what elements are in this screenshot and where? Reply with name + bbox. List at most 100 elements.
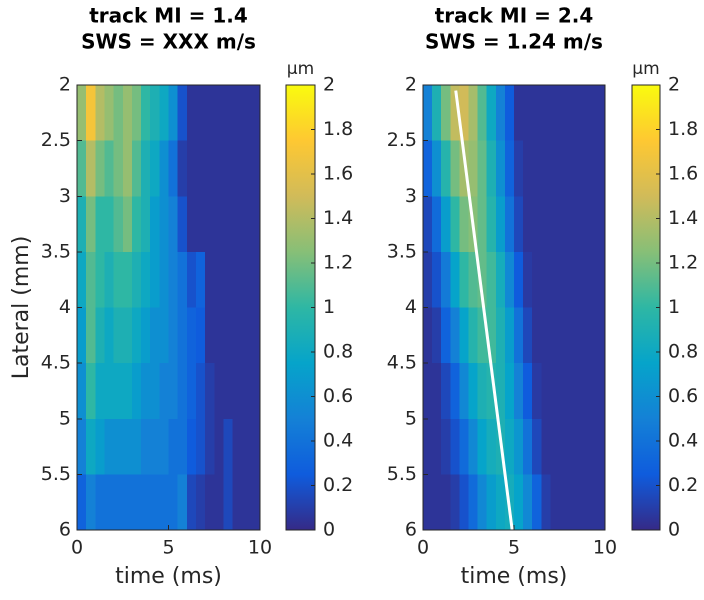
chart-title: track MI = 1.4 <box>89 4 248 28</box>
colorbar-tick-label: 1.8 <box>323 118 353 140</box>
heatmap-cell <box>195 140 206 197</box>
heatmap-cell <box>214 196 224 253</box>
heatmap-cell <box>104 474 115 531</box>
heatmap-cell <box>205 474 215 531</box>
heatmap-cell <box>186 307 197 364</box>
heatmap-cell <box>450 85 460 142</box>
colorbar-tick-label: 1 <box>668 296 680 318</box>
heatmap-cell <box>131 85 142 142</box>
heatmap-cell <box>595 140 606 197</box>
heatmap-cell <box>468 474 479 531</box>
heatmap-cell <box>595 363 606 420</box>
colorbar-tick-label: 1.4 <box>668 207 698 229</box>
heatmap-cell <box>514 251 524 308</box>
heatmap-cell <box>95 307 105 364</box>
heatmap-cell <box>104 196 115 253</box>
colorbar-tick-label: 0.8 <box>323 341 353 363</box>
heatmap-cell <box>150 418 160 475</box>
y-tick-label: 3.5 <box>41 240 71 262</box>
heatmap-cell <box>495 140 506 197</box>
heatmap-cell <box>459 474 469 531</box>
heatmap-cell <box>113 363 124 420</box>
heatmap-cell <box>459 85 469 142</box>
heatmap-cell <box>250 474 261 531</box>
heatmap-cell <box>86 140 96 197</box>
heatmap-cell <box>495 196 506 253</box>
heatmap-cell <box>423 85 433 142</box>
heatmap-cell <box>195 418 206 475</box>
heatmap-cell <box>186 251 197 308</box>
colorbar-tick-label: 1.6 <box>668 163 698 185</box>
heatmap-cell <box>495 307 506 364</box>
heatmap-cell <box>177 85 188 142</box>
heatmap-cell <box>532 474 542 531</box>
y-tick-label: 3 <box>405 185 417 207</box>
heatmap-cell <box>86 251 96 308</box>
heatmap-cell <box>486 474 497 531</box>
heatmap-cell <box>250 196 261 253</box>
heatmap-cell <box>532 85 542 142</box>
heatmap-cell <box>122 363 133 420</box>
heatmap-cell <box>104 307 115 364</box>
heatmap-cell <box>159 251 169 308</box>
heatmap-cell <box>541 251 551 308</box>
y-tick-label: 2.5 <box>41 129 71 151</box>
heatmap-cell <box>523 85 533 142</box>
heatmap-cell <box>141 418 151 475</box>
colorbar-tick-label: 1 <box>323 296 335 318</box>
heatmap-cell <box>168 251 179 308</box>
heatmap-cell <box>432 196 442 253</box>
heatmap-cell <box>514 474 524 531</box>
heatmap-cell <box>205 418 215 475</box>
heatmap-cell <box>586 474 597 531</box>
heatmap-cell <box>514 140 524 197</box>
heatmap-cell <box>568 85 579 142</box>
heatmap-cell <box>595 474 606 531</box>
heatmap-cell <box>141 85 151 142</box>
heatmap-cell <box>95 251 105 308</box>
heatmap-cell <box>486 307 497 364</box>
heatmap-cell <box>504 307 515 364</box>
heatmap-cell <box>205 196 215 253</box>
heatmap-cell <box>150 307 160 364</box>
heatmap-cell <box>141 474 151 531</box>
heatmap-cell <box>577 196 588 253</box>
heatmap-cell <box>568 418 579 475</box>
heatmap-cell <box>559 307 570 364</box>
heatmap-cell <box>214 363 224 420</box>
heatmap-cell <box>486 363 497 420</box>
heatmap-cell <box>541 196 551 253</box>
heatmap-cell <box>559 85 570 142</box>
heatmap-cell <box>77 251 87 308</box>
heatmap-cell <box>113 418 124 475</box>
x-axis-label: time (ms) <box>115 564 222 589</box>
colorbar-tick-label: 1.8 <box>668 118 698 140</box>
colorbar-tick-label: 0 <box>668 519 680 541</box>
colorbar-label: μm <box>632 59 659 79</box>
heatmap-cell <box>432 140 442 197</box>
heatmap-cell <box>122 418 133 475</box>
heatmap-cell <box>168 418 179 475</box>
heatmap-cell <box>223 307 234 364</box>
heatmap-cell <box>432 363 442 420</box>
heatmap-cell <box>77 307 87 364</box>
heatmap-cell <box>459 196 469 253</box>
heatmap-cell <box>486 418 497 475</box>
heatmap-cell <box>177 251 188 308</box>
heatmap-cell <box>523 474 533 531</box>
x-tick-label: 0 <box>417 537 429 559</box>
x-tick-label: 10 <box>593 537 617 559</box>
heatmap-cell <box>523 196 533 253</box>
heatmap-cell <box>131 474 142 531</box>
heatmap-cell <box>532 140 542 197</box>
heatmap-cell <box>559 474 570 531</box>
heatmap-cell <box>477 251 488 308</box>
heatmap-cell <box>241 251 252 308</box>
heatmap-cell <box>223 363 234 420</box>
heatmap-cell <box>186 363 197 420</box>
heatmap-cell <box>104 363 115 420</box>
heatmap-cell <box>150 251 160 308</box>
heatmap-cell <box>223 140 234 197</box>
heatmap-cell <box>523 363 533 420</box>
